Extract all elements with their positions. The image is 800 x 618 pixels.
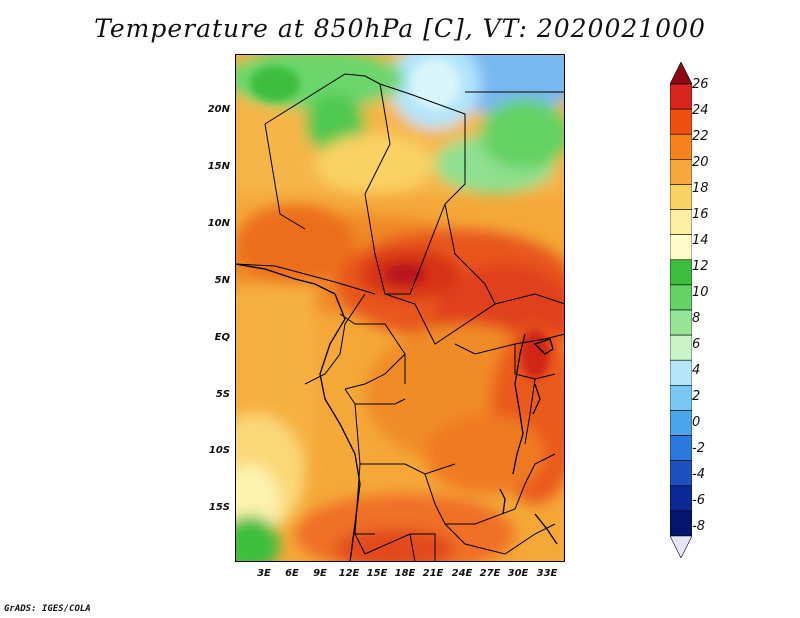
colorbar-label: 4 (692, 363, 701, 378)
temperature-map (235, 54, 565, 562)
colorbar-segment (670, 284, 692, 311)
lat-tick-label: EQ (214, 332, 230, 343)
lon-tick-label: 30E (507, 568, 529, 579)
colorbar-label: 12 (692, 259, 709, 274)
colorbar-segment (670, 485, 692, 512)
lat-tick-label: 10S (208, 445, 230, 456)
colorbar-segment (670, 133, 692, 160)
colorbar-segment (670, 259, 692, 286)
colorbar-segment (670, 359, 692, 386)
lon-tick-label: 6E (285, 568, 299, 579)
colorbar-segment (670, 234, 692, 261)
credit-text: GrADS: IGES/COLA (4, 604, 91, 614)
lon-tick-label: 15E (366, 568, 388, 579)
colorbar-segment (670, 435, 692, 461)
lat-tick-label: 15S (208, 502, 230, 513)
colorbar-segment (670, 410, 692, 436)
colorbar-label: 24 (692, 103, 709, 118)
lon-tick-label: 21E (422, 568, 444, 579)
colorbar-label: 20 (692, 155, 709, 170)
colorbar-label: -2 (692, 441, 705, 456)
lat-tick-label: 20N (207, 104, 230, 115)
colorbar-segment (670, 184, 692, 210)
country-borders (235, 73, 565, 562)
colorbar-label: -8 (692, 519, 705, 534)
colorbar-label: -6 (692, 493, 705, 508)
colorbar-segment (670, 460, 692, 487)
colorbar-label: 10 (692, 285, 709, 300)
lon-tick-label: 24E (451, 568, 473, 579)
colorbar-label: 18 (692, 181, 709, 196)
colorbar-segment (670, 108, 692, 135)
colorbar-label: 16 (692, 207, 709, 222)
lon-tick-label: 9E (313, 568, 327, 579)
lat-tick-label: 5N (214, 275, 230, 286)
colorbar-segment (670, 83, 692, 110)
colorbar-segment (670, 334, 692, 361)
colorbar-top-triangle (670, 62, 692, 85)
colorbar-label: 22 (692, 129, 709, 144)
colorbar-label: 26 (692, 77, 709, 92)
colorbar-segment (670, 209, 692, 235)
colorbar (670, 62, 692, 558)
colorbar-label: 8 (692, 311, 701, 326)
lon-tick-label: 3E (257, 568, 271, 579)
colorbar-segment (670, 510, 692, 537)
colorbar-label: 6 (692, 337, 701, 352)
colorbar-segment (670, 159, 692, 185)
lon-tick-label: 18E (394, 568, 416, 579)
colorbar-label: 0 (692, 415, 701, 430)
coastlines-and-lakes (235, 263, 558, 562)
colorbar-segment (670, 385, 692, 411)
lon-tick-label: 27E (479, 568, 501, 579)
colorbar-label: 2 (692, 389, 701, 404)
colorbar-segment (670, 309, 692, 336)
lon-tick-label: 33E (536, 568, 558, 579)
colorbar-bottom-triangle (670, 535, 692, 558)
colorbar-label: -4 (692, 467, 705, 482)
lat-tick-label: 10N (207, 218, 230, 229)
lon-tick-label: 12E (338, 568, 360, 579)
chart-title: Temperature at 850hPa [C], VT: 202002100… (94, 14, 706, 43)
lat-tick-label: 5S (215, 389, 230, 400)
lat-tick-label: 15N (207, 161, 230, 172)
colorbar-label: 14 (692, 233, 709, 248)
